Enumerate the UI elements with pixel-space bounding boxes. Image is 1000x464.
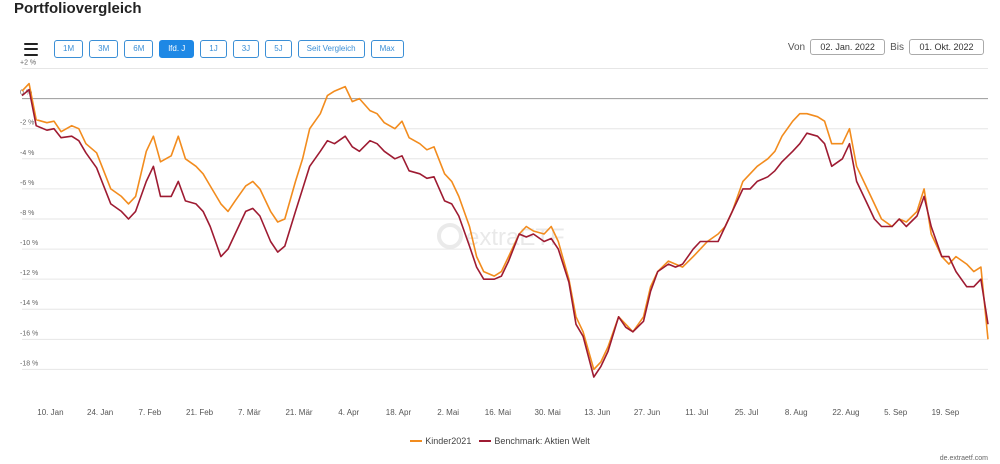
source-credit: de.extraetf.com	[939, 455, 988, 462]
to-label: Bis	[890, 41, 904, 53]
range-button-4[interactable]: 1J	[200, 40, 227, 58]
range-button-6[interactable]: 5J	[265, 40, 292, 58]
y-tick-label: -12 %	[20, 270, 38, 277]
page-title: Portfoliovergleich	[14, 0, 142, 17]
series-line-benchmark	[21, 88, 989, 378]
y-tick-label: -14 %	[20, 300, 38, 307]
x-tick-label: 25. Jul	[735, 408, 759, 417]
x-tick-label: 10. Jan	[37, 408, 63, 417]
range-button-1[interactable]: 3M	[89, 40, 119, 58]
x-tick-label: 13. Jun	[584, 408, 610, 417]
chart-legend: Kinder2021 Benchmark: Aktien Welt	[0, 436, 1000, 446]
y-tick-label: -16 %	[20, 330, 38, 337]
range-button-group: 1M 3M 6M lfd. J 1J 3J 5J Seit Vergleich Max	[54, 40, 410, 58]
portfolio-line-chart: extraETF+2 %0 %-2 %-4 %-6 %-8 %-10 %-12 …	[20, 60, 989, 417]
hamburger-menu-icon[interactable]	[24, 42, 38, 56]
x-tick-label: 21. Mär	[285, 408, 312, 417]
range-button-0[interactable]: 1M	[54, 40, 84, 58]
date-range-picker: Von Bis	[783, 39, 984, 55]
legend-item-kinder2021[interactable]: Kinder2021	[410, 436, 471, 446]
y-tick-label: -8 %	[20, 210, 34, 217]
x-tick-label: 8. Aug	[785, 408, 808, 417]
y-tick-label: -10 %	[20, 240, 38, 247]
legend-label-kinder2021: Kinder2021	[425, 436, 472, 446]
x-tick-label: 19. Sep	[932, 408, 960, 417]
range-button-8[interactable]: Max	[370, 40, 404, 58]
x-tick-label: 4. Apr	[338, 408, 359, 417]
y-tick-label: +2 %	[20, 60, 36, 67]
y-tick-label: -18 %	[20, 360, 38, 367]
range-button-3[interactable]: lfd. J	[159, 40, 195, 58]
legend-swatch-benchmark	[479, 440, 492, 442]
to-date-input[interactable]	[909, 39, 984, 55]
y-tick-label: -4 %	[20, 150, 34, 157]
x-tick-label: 5. Sep	[884, 408, 908, 417]
legend-label-benchmark: Benchmark: Aktien Welt	[494, 436, 590, 446]
y-tick-label: -2 %	[20, 120, 34, 127]
x-tick-label: 11. Jul	[685, 408, 708, 417]
x-tick-label: 7. Feb	[139, 408, 162, 417]
range-button-7[interactable]: Seit Vergleich	[297, 40, 365, 58]
x-tick-label: 27. Jun	[634, 408, 660, 417]
x-tick-label: 24. Jan	[87, 408, 113, 417]
x-tick-label: 21. Feb	[186, 408, 214, 417]
x-tick-label: 2. Mai	[437, 408, 459, 417]
range-button-2[interactable]: 6M	[124, 40, 154, 58]
x-tick-label: 22. Aug	[832, 408, 859, 417]
series-line-kinder2021	[21, 82, 989, 371]
watermark-ring-icon	[437, 223, 463, 249]
x-tick-label: 16. Mai	[485, 408, 511, 417]
range-button-5[interactable]: 3J	[232, 40, 260, 58]
legend-item-benchmark[interactable]: Benchmark: Aktien Welt	[479, 436, 590, 446]
legend-swatch-kinder2021	[410, 440, 423, 442]
from-label: Von	[787, 41, 806, 53]
x-tick-label: 18. Apr	[386, 408, 412, 417]
x-tick-label: 7. Mär	[238, 408, 261, 417]
x-tick-label: 30. Mai	[535, 408, 561, 417]
time-range-toolbar: 1M 3M 6M lfd. J 1J 3J 5J Seit Vergleich Max	[24, 39, 410, 59]
watermark-logo	[437, 223, 463, 249]
y-tick-label: -6 %	[20, 180, 34, 187]
from-date-input[interactable]	[810, 39, 886, 55]
